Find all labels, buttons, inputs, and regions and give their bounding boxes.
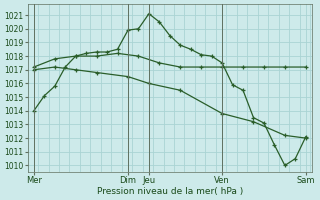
X-axis label: Pression niveau de la mer( hPa ): Pression niveau de la mer( hPa ) xyxy=(97,187,243,196)
